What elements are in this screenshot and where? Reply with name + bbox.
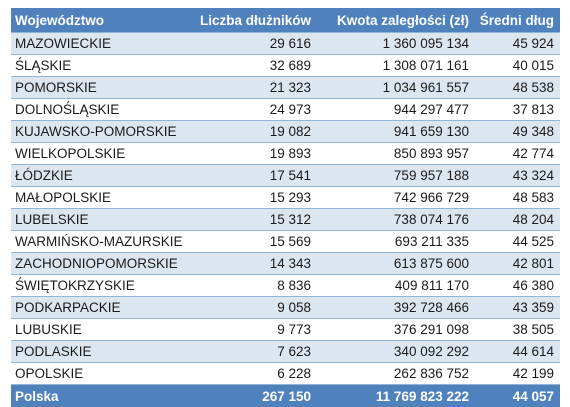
cell-region: ŚWIĘTOKRZYSKIE xyxy=(11,275,191,297)
cell-debtor-count: 17 541 xyxy=(191,165,317,187)
cell-region: WARMIŃSKO-MAZURSKIE xyxy=(11,231,191,253)
header-arrears-amount: Kwota zaległości (zł) xyxy=(317,8,475,33)
cell-region: DOLNOŚLĄSKIE xyxy=(11,99,191,121)
cell-arrears-amount: 613 875 600 xyxy=(317,253,475,275)
cell-debtor-count: 14 343 xyxy=(191,253,317,275)
cell-arrears-amount: 738 074 176 xyxy=(317,209,475,231)
cell-region: PODLASKIE xyxy=(11,341,191,363)
cell-region: LUBUSKIE xyxy=(11,319,191,341)
cell-arrears-amount: 850 893 957 xyxy=(317,143,475,165)
cell-average-debt: 40 015 xyxy=(475,55,560,77)
cell-debtor-count: 19 082 xyxy=(191,121,317,143)
cell-average-debt: 42 801 xyxy=(475,253,560,275)
cell-arrears-amount: 759 957 188 xyxy=(317,165,475,187)
cell-average-debt: 43 324 xyxy=(475,165,560,187)
total-average-debt: 44 057 xyxy=(475,385,560,407)
cell-arrears-amount: 1 034 961 557 xyxy=(317,77,475,99)
cell-arrears-amount: 409 811 170 xyxy=(317,275,475,297)
cell-arrears-amount: 392 728 466 xyxy=(317,297,475,319)
cell-average-debt: 42 774 xyxy=(475,143,560,165)
cell-debtor-count: 9 058 xyxy=(191,297,317,319)
cell-region: ZACHODNIOPOMORSKIE xyxy=(11,253,191,275)
cell-average-debt: 43 359 xyxy=(475,297,560,319)
cell-debtor-count: 7 623 xyxy=(191,341,317,363)
header-row: Województwo Liczba dłużników Kwota zaleg… xyxy=(11,8,560,33)
cell-arrears-amount: 944 297 477 xyxy=(317,99,475,121)
total-debtor-count: 267 150 xyxy=(191,385,317,407)
cell-debtor-count: 24 973 xyxy=(191,99,317,121)
cell-average-debt: 44 614 xyxy=(475,341,560,363)
header-debtor-count: Liczba dłużników xyxy=(191,8,317,33)
header-average-debt: Średni dług xyxy=(475,8,560,33)
cell-debtor-count: 8 836 xyxy=(191,275,317,297)
total-arrears-amount: 11 769 823 222 xyxy=(317,385,475,407)
cell-average-debt: 48 204 xyxy=(475,209,560,231)
cell-region: MAZOWIECKIE xyxy=(11,33,191,55)
table-footer: Polska 267 150 11 769 823 222 44 057 xyxy=(11,385,560,407)
table-header: Województwo Liczba dłużników Kwota zaleg… xyxy=(11,8,560,33)
cell-debtor-count: 19 893 xyxy=(191,143,317,165)
total-row: Polska 267 150 11 769 823 222 44 057 xyxy=(11,385,560,407)
cell-debtor-count: 15 569 xyxy=(191,231,317,253)
cell-average-debt: 37 813 xyxy=(475,99,560,121)
debt-table: Województwo Liczba dłużników Kwota zaleg… xyxy=(11,8,560,407)
cell-debtor-count: 6 228 xyxy=(191,363,317,385)
cell-region: LUBELSKIE xyxy=(11,209,191,231)
cell-debtor-count: 15 312 xyxy=(191,209,317,231)
cell-debtor-count: 9 773 xyxy=(191,319,317,341)
cell-average-debt: 44 525 xyxy=(475,231,560,253)
cell-region: PODKARPACKIE xyxy=(11,297,191,319)
cell-debtor-count: 32 689 xyxy=(191,55,317,77)
header-region: Województwo xyxy=(11,8,191,33)
cell-arrears-amount: 742 966 729 xyxy=(317,187,475,209)
cell-debtor-count: 15 293 xyxy=(191,187,317,209)
cell-arrears-amount: 340 092 292 xyxy=(317,341,475,363)
cell-average-debt: 49 348 xyxy=(475,121,560,143)
cell-arrears-amount: 1 360 095 134 xyxy=(317,33,475,55)
cell-arrears-amount: 376 291 098 xyxy=(317,319,475,341)
cell-arrears-amount: 1 308 071 161 xyxy=(317,55,475,77)
cell-region: KUJAWSKO-POMORSKIE xyxy=(11,121,191,143)
cell-average-debt: 42 199 xyxy=(475,363,560,385)
cell-average-debt: 46 380 xyxy=(475,275,560,297)
cell-average-debt: 48 538 xyxy=(475,77,560,99)
cell-region: POMORSKIE xyxy=(11,77,191,99)
cell-average-debt: 45 924 xyxy=(475,33,560,55)
cell-region: ŚLĄSKIE xyxy=(11,55,191,77)
cell-region: WIELKOPOLSKIE xyxy=(11,143,191,165)
cell-average-debt: 38 505 xyxy=(475,319,560,341)
cell-average-debt: 48 583 xyxy=(475,187,560,209)
cell-debtor-count: 29 616 xyxy=(191,33,317,55)
cell-debtor-count: 21 323 xyxy=(191,77,317,99)
cell-region: OPOLSKIE xyxy=(11,363,191,385)
cell-arrears-amount: 262 836 752 xyxy=(317,363,475,385)
cell-region: ŁÓDZKIE xyxy=(11,165,191,187)
total-region: Polska xyxy=(11,385,191,407)
cell-arrears-amount: 941 659 130 xyxy=(317,121,475,143)
cell-region: MAŁOPOLSKIE xyxy=(11,187,191,209)
cell-arrears-amount: 693 211 335 xyxy=(317,231,475,253)
